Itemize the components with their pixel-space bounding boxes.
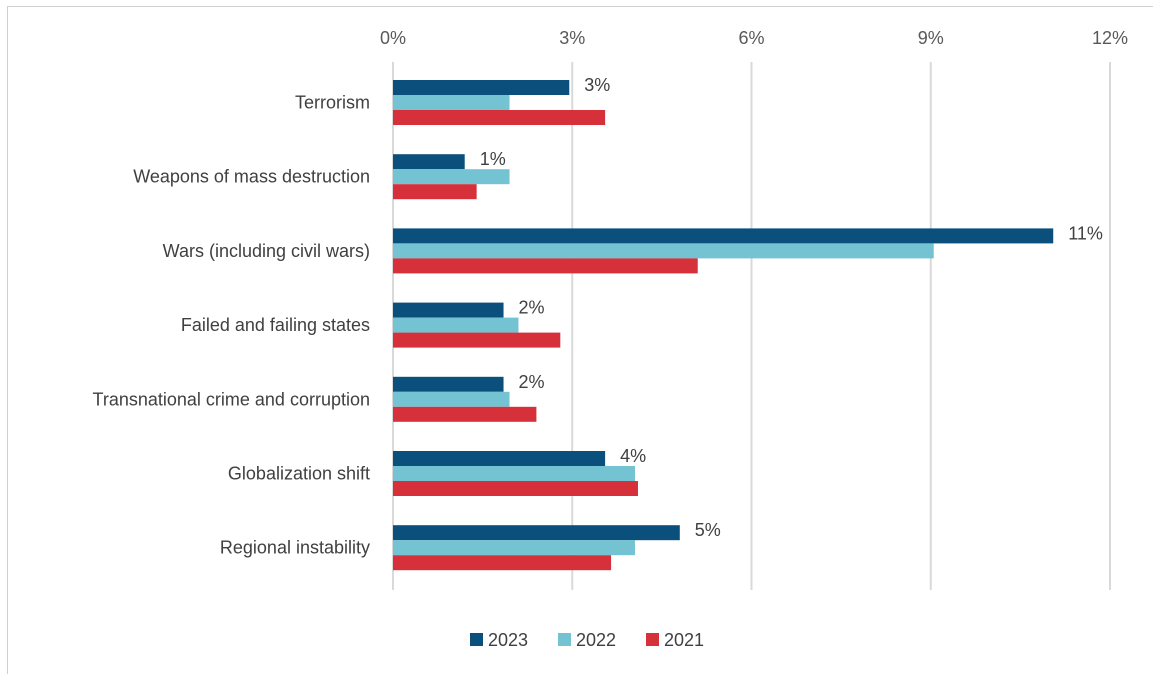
bar-2022 bbox=[393, 466, 635, 481]
x-tick-label: 3% bbox=[559, 28, 585, 48]
bar-2023 bbox=[393, 80, 570, 95]
data-label: 2% bbox=[519, 372, 545, 392]
bar-2021 bbox=[393, 184, 477, 200]
bar-2022 bbox=[393, 540, 635, 556]
category-label: Weapons of mass destruction bbox=[133, 167, 370, 187]
data-label: 11% bbox=[1068, 223, 1103, 243]
x-tick-label: 12% bbox=[1092, 28, 1128, 48]
x-axis-ticks: 0% 3% 6% 9% 12% bbox=[380, 28, 1128, 48]
bar-2021 bbox=[393, 110, 606, 125]
data-label: 2% bbox=[519, 298, 545, 318]
category-label: Transnational crime and corruption bbox=[93, 389, 370, 409]
legend-label: 2023 bbox=[488, 630, 528, 650]
x-tick-label: 9% bbox=[918, 28, 944, 48]
category-label: Terrorism bbox=[295, 93, 370, 113]
x-tick-label: 6% bbox=[738, 28, 764, 48]
bar-2021 bbox=[393, 332, 561, 348]
legend-swatch bbox=[558, 633, 571, 646]
bar-2021 bbox=[393, 481, 638, 496]
bar-2023 bbox=[393, 228, 1054, 244]
bar-2021 bbox=[393, 555, 612, 571]
bar-2021 bbox=[393, 406, 537, 422]
bar-2023 bbox=[393, 154, 465, 170]
legend-swatch bbox=[646, 633, 659, 646]
legend-label: 2022 bbox=[576, 630, 616, 650]
chart-frame bbox=[7, 6, 1153, 674]
legend: 2023 2022 2021 bbox=[470, 630, 704, 650]
category-label: Wars (including civil wars) bbox=[163, 241, 370, 261]
data-label: 4% bbox=[620, 446, 646, 466]
legend-label: 2021 bbox=[664, 630, 704, 650]
data-label: 5% bbox=[695, 520, 721, 540]
bar-2022 bbox=[393, 95, 510, 110]
bar-2023 bbox=[393, 451, 606, 466]
x-tick-label: 0% bbox=[380, 28, 406, 48]
bar-2022 bbox=[393, 317, 519, 333]
data-labels: 3% 1% 11% 2% 2% 4% 5% bbox=[480, 75, 1103, 540]
bar-2022 bbox=[393, 169, 510, 185]
bar-2021 bbox=[393, 258, 698, 274]
bar-2022 bbox=[393, 391, 510, 407]
category-label: Globalization shift bbox=[228, 464, 370, 484]
bar-2023 bbox=[393, 376, 504, 392]
bar-2023 bbox=[393, 525, 680, 541]
bar-2022 bbox=[393, 243, 934, 259]
category-labels: Terrorism Weapons of mass destruction Wars… bbox=[93, 93, 370, 558]
data-label: 3% bbox=[584, 75, 610, 95]
legend-swatch bbox=[470, 633, 483, 646]
category-label: Failed and failing states bbox=[181, 315, 370, 335]
bars bbox=[393, 80, 1054, 571]
bar-2023 bbox=[393, 302, 504, 318]
category-label: Regional instability bbox=[220, 538, 370, 558]
data-label: 1% bbox=[480, 149, 506, 169]
